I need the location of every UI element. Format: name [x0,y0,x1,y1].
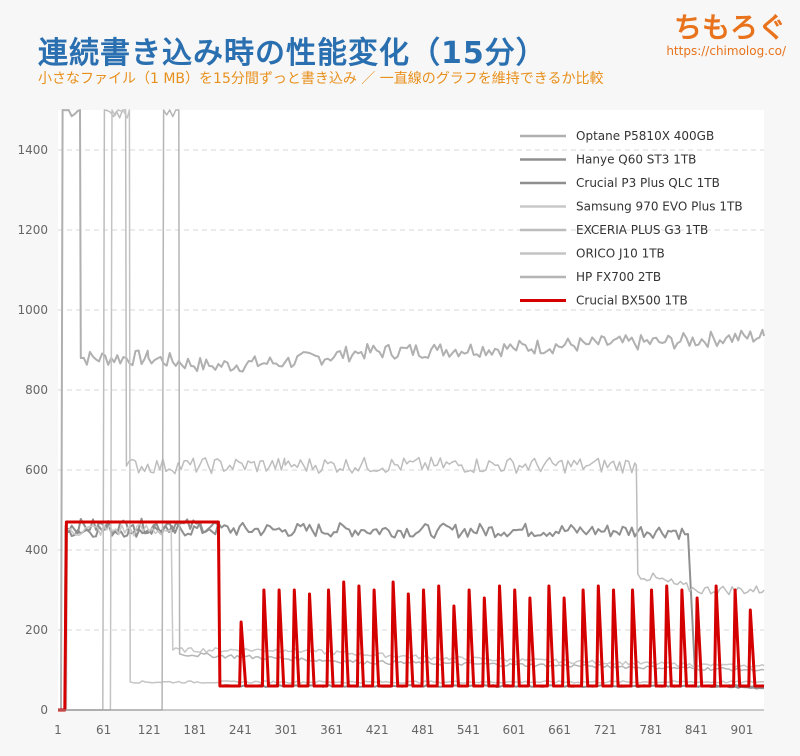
y-tick-label: 1000 [17,303,48,317]
x-tick-label: 61 [96,723,111,737]
y-tick-label: 400 [25,543,48,557]
x-tick-label: 541 [457,723,480,737]
series-line-4 [58,109,765,711]
x-tick-label: 181 [183,723,206,737]
axis-layer: 0 200 400 600 800 1000 1200 1400 1 61 121 181 241 301… [17,143,764,737]
legend-label: EXCERIA PLUS G3 1TB [576,223,708,237]
x-tick-label: 241 [229,723,252,737]
line-chart: 0 200 400 600 800 1000 1200 1400 1 61 121 181 241 301… [17,109,765,737]
x-tick-label: 301 [275,723,298,737]
legend-label: HP FX700 2TB [576,270,661,284]
y-tick-label: 1400 [17,143,48,157]
x-tick-label: 121 [138,723,161,737]
brand-logo: ちもろぐ [673,11,786,44]
brand-url: https://chimolog.co/ [666,44,786,58]
y-tick-label: 800 [25,383,48,397]
series-layer [58,109,765,712]
y-tick-label: 200 [25,623,48,637]
series-line-0 [58,109,765,711]
x-tick-label: 421 [366,723,389,737]
x-tick-label: 721 [594,723,617,737]
x-tick-label: 361 [320,723,343,737]
page-subtitle: 小さなファイル（1 MB）を15分間ずっと書き込み ／ 一直線のグラフを維持でき… [38,71,604,87]
series-line-6 [58,109,765,711]
legend-label: Optane P5810X 400GB [576,129,714,143]
series-line-7 [58,520,764,712]
y-tick-label: 1200 [17,223,48,237]
y-tick-label: 0 [40,703,48,717]
x-tick-label: 601 [503,723,526,737]
x-tick-label: 781 [639,723,662,737]
legend-label: Samsung 970 EVO Plus 1TB [576,200,743,214]
legend-label: Crucial BX500 1TB [576,294,688,308]
x-tick-label: 661 [548,723,571,737]
legend-label: Hanye Q60 ST3 1TB [576,153,696,167]
page-title: 連続書き込み時の性能変化（15分） [38,36,547,71]
x-tick-label: 1 [54,723,62,737]
brand: ちもろぐ https://chimolog.co/ [666,6,786,58]
x-tick-label: 841 [685,723,708,737]
x-tick-label: 901 [731,723,754,737]
plot-background [58,110,764,710]
x-tick-label: 481 [411,723,434,737]
legend-label: ORICO J10 1TB [576,247,665,261]
legend-label: Crucial P3 Plus QLC 1TB [576,176,720,190]
y-tick-label: 600 [25,463,48,477]
chart-area: 0 200 400 600 800 1000 1200 1400 1 61 121 181 241 301… [0,96,800,756]
legend: Optane P5810X 400GB Hanye Q60 ST3 1TB Cruc… [520,129,743,308]
